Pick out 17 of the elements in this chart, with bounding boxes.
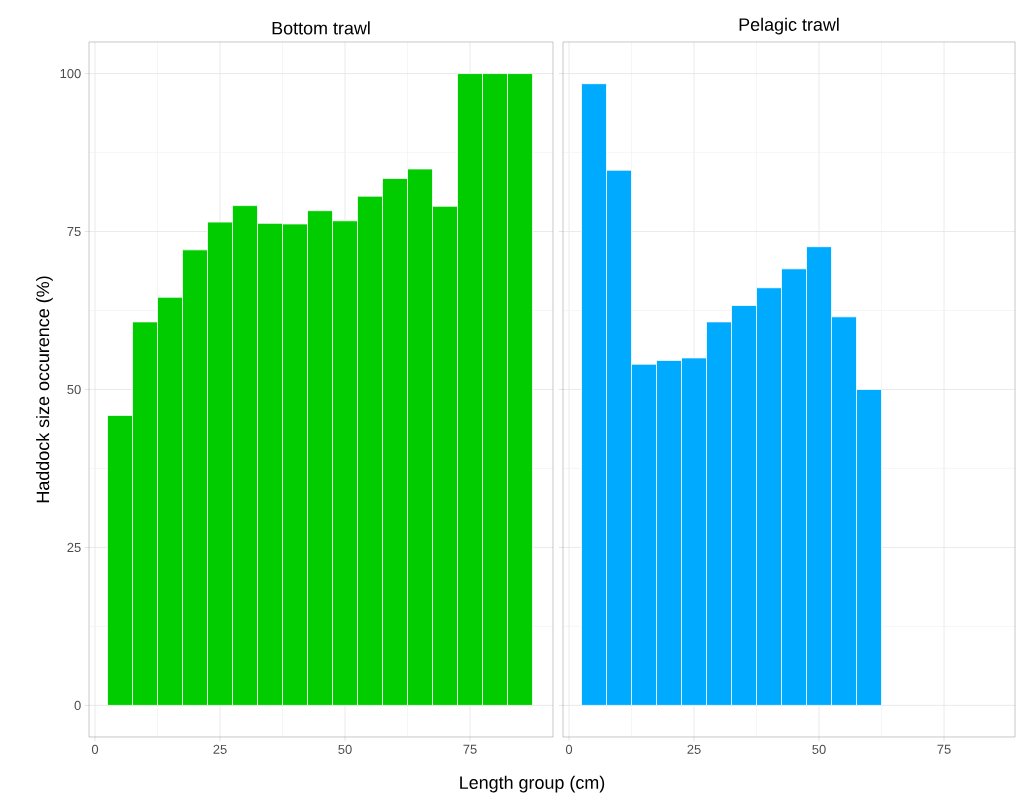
x-tick-label: 25 <box>213 744 227 754</box>
chart-title: Pelagic trawl <box>739 17 839 35</box>
x-tick-label: 75 <box>463 744 477 754</box>
x-tick-label: 25 <box>687 744 701 754</box>
x-tick-label: 50 <box>338 744 352 754</box>
x-tick-label: 0 <box>565 744 573 754</box>
y-tick-label: 50 <box>67 384 81 395</box>
chart-title: Bottom trawl <box>272 21 370 35</box>
y-tick-label: 0 <box>74 700 81 710</box>
y-tick-label: 25 <box>67 542 81 553</box>
y-tick-label: 75 <box>67 227 81 237</box>
y-axis-title: Haddock size occurence (%) <box>36 276 53 503</box>
x-tick-label: 0 <box>91 744 99 754</box>
x-tick-label: 75 <box>937 744 951 754</box>
y-tick-label: 100 <box>60 68 81 79</box>
x-tick-label: 50 <box>812 744 826 754</box>
x-axis-title: Length group (cm) <box>460 775 605 793</box>
